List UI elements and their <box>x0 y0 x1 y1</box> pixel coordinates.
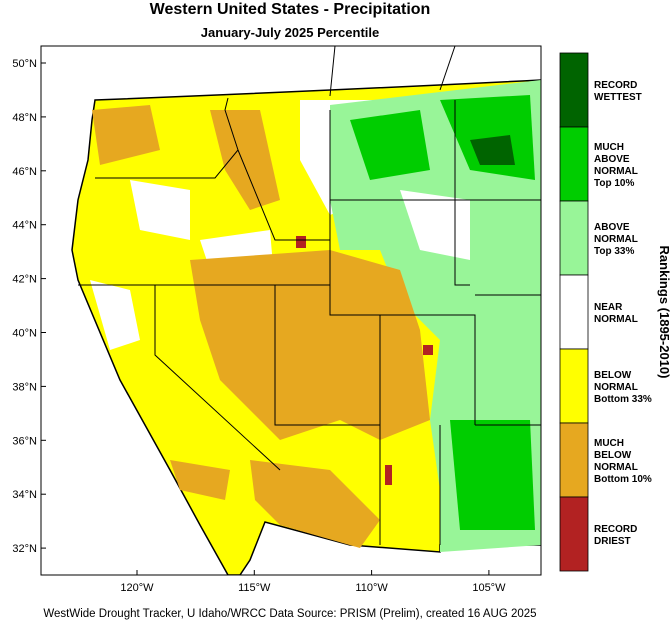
legend-swatch <box>559 126 589 202</box>
legend-label: ABOVE <box>594 222 630 233</box>
lat-label: 48°N <box>12 112 37 124</box>
legend-swatch <box>559 348 589 424</box>
lat-label: 36°N <box>12 435 37 447</box>
graticule-labels: 50°N 48°N 46°N 44°N 42°N 40°N 38°N 36°N 34°N 32°N… <box>12 58 506 594</box>
legend-label: RECORD <box>594 80 637 91</box>
map-frame <box>40 45 542 576</box>
legend-label: ABOVE <box>594 154 630 165</box>
legend-label: Bottom 33% <box>594 394 652 405</box>
lat-label: 40°N <box>12 328 37 340</box>
legend-swatch <box>559 496 589 572</box>
lon-label: 115°W <box>238 582 271 594</box>
map-area <box>40 45 542 576</box>
lat-label: 44°N <box>12 220 37 232</box>
lat-label: 32°N <box>12 543 37 555</box>
legend-label: Top 10% <box>594 178 634 189</box>
legend-label: RECORD <box>594 524 637 535</box>
legend-label: Top 33% <box>594 246 634 257</box>
title: Western United States - Precipitation <box>150 1 431 18</box>
lat-label: 50°N <box>12 58 37 70</box>
lat-label: 38°N <box>12 381 37 393</box>
lat-label: 42°N <box>12 274 37 286</box>
legend-label: NORMAL <box>594 462 638 473</box>
legend-label: NORMAL <box>594 234 638 245</box>
legend-label: MUCH <box>594 438 624 449</box>
legend-swatch <box>559 52 589 128</box>
footer: WestWide Drought Tracker, U Idaho/WRCC D… <box>43 608 536 620</box>
legend-label: BELOW <box>594 370 632 381</box>
legend-label: NORMAL <box>594 166 638 177</box>
legend-swatch <box>559 274 589 350</box>
legend-label: NORMAL <box>594 382 638 393</box>
legend-swatch <box>559 200 589 276</box>
legend-label: NEAR <box>594 302 623 313</box>
legend-swatch <box>559 422 589 498</box>
legend-label: DRIEST <box>594 536 631 547</box>
subtitle: January-July 2025 Percentile <box>201 25 380 40</box>
lat-label: 46°N <box>12 166 37 178</box>
legend-title: Rankings (1895-2010) <box>657 246 671 379</box>
legend-label: Bottom 10% <box>594 474 652 485</box>
legend-label: MUCH <box>594 142 624 153</box>
lon-label: 110°W <box>355 582 388 594</box>
lon-label: 105°W <box>472 582 506 594</box>
legend-label: BELOW <box>594 450 632 461</box>
legend-label: NORMAL <box>594 314 638 325</box>
legend-label: WETTEST <box>594 92 642 103</box>
lat-label: 34°N <box>12 489 37 501</box>
lon-label: 120°W <box>120 582 154 594</box>
